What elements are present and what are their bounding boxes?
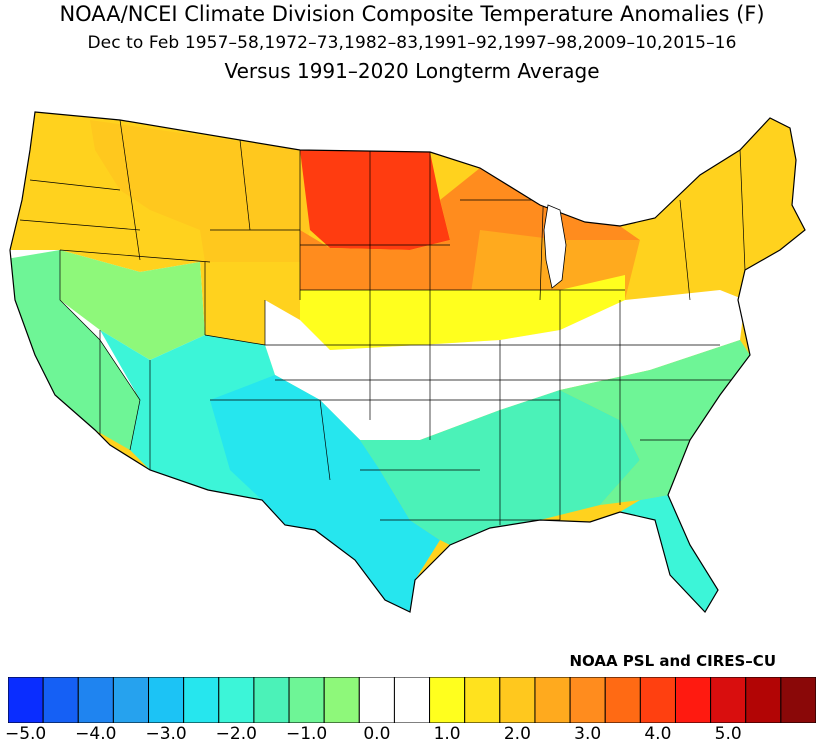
colorbar-tick-label: −2.0 xyxy=(215,724,257,744)
colorbar-swatch xyxy=(42,677,79,723)
colorbar-swatch xyxy=(639,677,676,723)
colorbar-tick-label: 3.0 xyxy=(574,724,602,744)
colorbar-tick-label: −3.0 xyxy=(145,724,187,744)
colorbar-swatch xyxy=(393,677,431,723)
northeast-yellow-region xyxy=(620,118,805,300)
colorbar-swatch xyxy=(323,677,360,723)
colorbar-tick-labels: −5.0 −4.0 −3.0 −2.0 −1.0 0.0 1.0 2.0 3.0 4.0 5.0 xyxy=(0,724,824,744)
colorbar-swatch xyxy=(253,677,290,723)
data-credit: NOAA PSL and CIRES–CU xyxy=(569,652,776,670)
us-anomaly-map xyxy=(9,111,806,613)
colorbar-swatch xyxy=(77,677,114,723)
colorbar-swatch xyxy=(148,677,185,723)
colorbar-tick-label: 1.0 xyxy=(433,724,461,744)
central-yellow-band xyxy=(300,275,625,350)
colorbar-swatch xyxy=(710,677,747,723)
map-subtitle-seasons: Dec to Feb 1957–58,1972–73,1982–83,1991–… xyxy=(87,33,737,53)
texas-newmexico-cyan-region xyxy=(210,375,440,612)
colorbar-swatch xyxy=(780,677,816,723)
colorbar-tick-label: −1.0 xyxy=(285,724,328,744)
colorbar-tick-label: 2.0 xyxy=(503,724,531,744)
colorbar-swatch xyxy=(745,677,782,723)
colorbar-tick-label: 0.0 xyxy=(363,724,391,744)
colorbar-swatch xyxy=(534,677,571,723)
lake-michigan xyxy=(543,204,567,289)
north-central-red-region xyxy=(300,150,450,250)
california-green-region xyxy=(10,250,140,450)
colorbar-swatch xyxy=(218,677,255,723)
colorbar-tick-label: −4.0 xyxy=(75,724,117,744)
colorbar-tick-label: −5.0 xyxy=(4,724,47,744)
colorbar-swatch xyxy=(429,677,466,723)
colorbar-tick-label: 4.0 xyxy=(644,724,672,744)
map-subtitle-baseline: Versus 1991–2020 Longterm Average xyxy=(224,59,600,83)
colorbar-swatch xyxy=(604,677,641,723)
colorbar-swatch xyxy=(358,677,395,723)
colorbar-swatch xyxy=(569,677,606,723)
colorbar-swatch xyxy=(112,677,150,723)
colorbar xyxy=(8,677,816,723)
great-basin-green-region xyxy=(60,250,205,360)
colorbar-swatch xyxy=(8,677,44,723)
colorbar-swatch xyxy=(288,677,325,723)
map-title: NOAA/NCEI Climate Division Composite Tem… xyxy=(59,2,765,26)
central-white-band xyxy=(265,290,745,440)
colorbar-swatch xyxy=(674,677,712,723)
colorbar-swatch xyxy=(183,677,220,723)
florida-aqua-region xyxy=(620,495,718,612)
southeast-green-region xyxy=(560,340,750,505)
colorbar-swatch xyxy=(499,677,536,723)
climate-division-boundaries xyxy=(19,119,746,525)
northern-rockies-orange-region xyxy=(90,120,310,262)
colorbar-tick-label: 5.0 xyxy=(714,724,742,744)
colorbar-swatch xyxy=(464,677,501,723)
